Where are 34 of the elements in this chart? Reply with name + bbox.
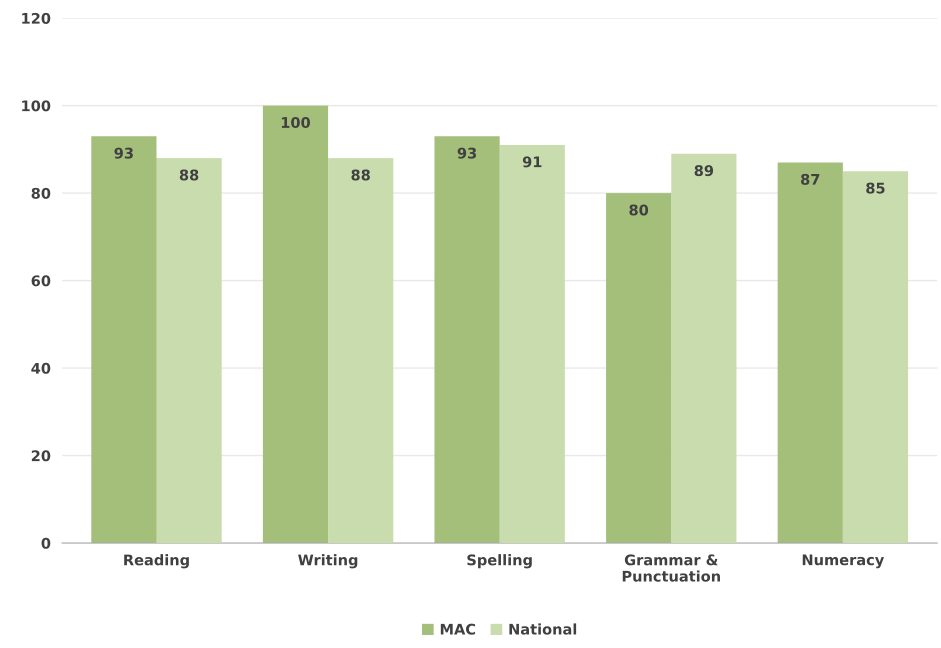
x-tick-label: Reading — [124, 554, 189, 568]
data-label: 87 — [801, 174, 820, 185]
data-label: 93 — [114, 148, 133, 159]
data-label: 85 — [866, 182, 885, 194]
y-tick-label: 60 — [32, 275, 50, 286]
bar — [778, 162, 843, 544]
y-tick-label: 20 — [32, 450, 50, 462]
legend-label: MAC — [440, 624, 476, 635]
data-label: 80 — [629, 204, 648, 216]
x-tick-label: Numeracy — [802, 554, 884, 568]
x-tick-label: Grammar & Punctuation — [622, 554, 720, 582]
bar — [434, 136, 500, 544]
y-tick-label: 120 — [22, 12, 50, 24]
x-tick-label: Writing — [298, 554, 358, 568]
y-tick-label: 80 — [32, 188, 50, 199]
data-label: 89 — [694, 165, 714, 176]
y-tick-label: 40 — [31, 362, 50, 374]
legend-label: National — [509, 623, 576, 635]
data-label: 100 — [282, 116, 310, 128]
data-label: 91 — [522, 156, 542, 168]
bar — [328, 158, 394, 544]
bar — [606, 193, 672, 544]
bar — [842, 171, 908, 544]
bar — [671, 154, 736, 544]
bar — [91, 136, 156, 544]
y-tick-label: 100 — [22, 100, 50, 112]
x-tick-label: Spelling — [467, 554, 532, 568]
data-label: 93 — [458, 148, 476, 159]
data-label: 88 — [180, 169, 198, 181]
bar — [156, 158, 222, 544]
y-tick-label: 0 — [42, 538, 50, 549]
bar — [500, 144, 565, 544]
bar — [262, 106, 328, 544]
data-label: 88 — [351, 169, 370, 181]
